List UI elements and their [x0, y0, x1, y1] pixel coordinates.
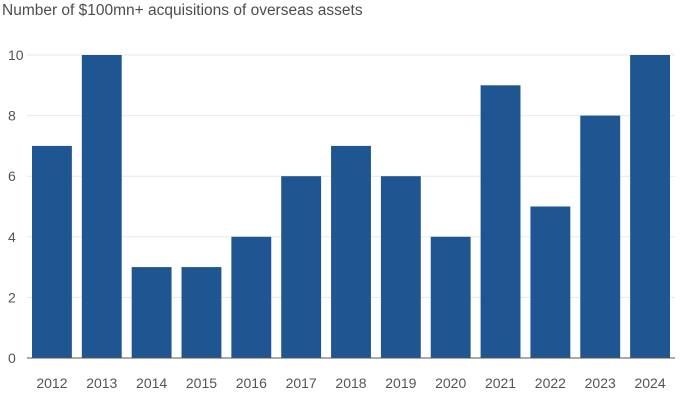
bars	[31, 55, 671, 359]
x-tick-label: 2024	[634, 375, 665, 391]
chart-title: Number of $100mn+ acquisitions of overse…	[2, 2, 363, 19]
bar-2019	[380, 176, 421, 358]
x-tick-labels: 2012 2013 2014 2015 2016 2017 2018 2019 2020 2021…	[36, 375, 666, 391]
bar-2023	[580, 115, 621, 358]
bar-2014	[131, 267, 172, 358]
y-tick-labels: 0 2 4 6 8 10	[8, 47, 24, 366]
bar-2015	[181, 267, 222, 358]
bar-2017	[281, 176, 322, 358]
x-tick-label: 2015	[186, 375, 217, 391]
y-tick-label: 0	[8, 350, 16, 366]
x-tick-label: 2023	[585, 375, 616, 391]
bar-2016	[231, 236, 272, 358]
y-tick-label: 2	[8, 289, 16, 305]
bar-2020	[430, 236, 471, 358]
bar-2018	[331, 145, 371, 358]
x-tick-label: 2020	[435, 375, 466, 391]
bar-2012	[31, 145, 72, 358]
x-tick-label: 2021	[485, 375, 516, 391]
y-tick-label: 10	[8, 47, 24, 63]
y-tick-label: 6	[8, 168, 16, 184]
x-tick-label: 2017	[286, 375, 317, 391]
x-tick-label: 2013	[86, 375, 117, 391]
bar-2013	[81, 55, 122, 358]
bar-2022	[530, 206, 571, 358]
x-tick-label: 2012	[36, 375, 67, 391]
y-tick-label: 4	[8, 229, 16, 245]
bar-2024	[630, 55, 671, 358]
y-tick-label: 8	[8, 108, 16, 124]
x-tick-label: 2022	[535, 375, 566, 391]
x-tick-label: 2014	[136, 375, 167, 391]
x-tick-label: 2016	[236, 375, 267, 391]
bar-2021	[480, 85, 521, 359]
x-tick-label: 2018	[335, 375, 366, 391]
x-tick-label: 2019	[385, 375, 416, 391]
